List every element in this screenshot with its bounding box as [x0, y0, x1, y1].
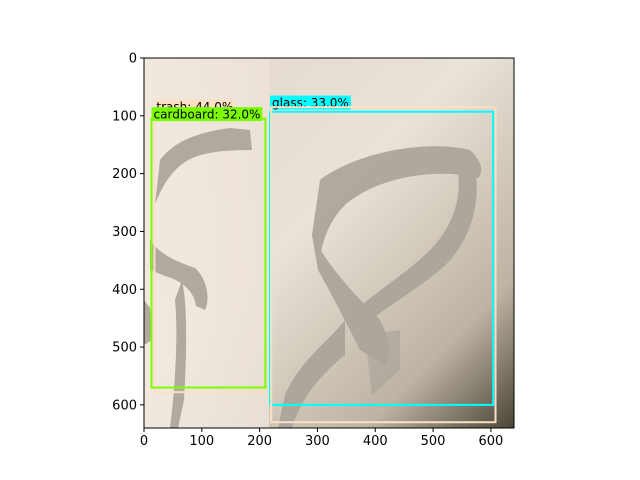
x-tick-label: 0 — [140, 434, 148, 449]
y-tick-label: 200 — [112, 167, 137, 182]
x-tick-label: 200 — [247, 434, 272, 449]
x-tick-label: 600 — [478, 434, 503, 449]
detection-label-bg — [151, 107, 263, 122]
x-tick-label: 500 — [421, 434, 446, 449]
y-tick-label: 400 — [112, 283, 137, 298]
paper-strips — [144, 128, 482, 428]
detection-box — [270, 106, 497, 424]
y-tick-label: 0 — [129, 52, 137, 67]
y-tick-label: 300 — [112, 225, 137, 240]
axes-frame — [143, 57, 515, 429]
y-tick-label: 600 — [112, 398, 137, 413]
x-tick-label: 300 — [305, 434, 330, 449]
y-tick-label: 100 — [112, 109, 137, 124]
detection-box — [269, 110, 495, 406]
detection-label-bg — [270, 95, 351, 110]
y-tick-label: 500 — [112, 341, 137, 356]
detection-label: cardboard: 32.0% — [154, 108, 261, 122]
x-tick-label: 100 — [189, 434, 214, 449]
x-tick-label: 400 — [363, 434, 388, 449]
detections: trash: 44.0%cardboard: 32.0%glass: 33.0% — [150, 95, 497, 424]
axis-ticks: 0 100 200 300 400 500 600 0 100 200 300 400 500 600 — [112, 52, 503, 450]
